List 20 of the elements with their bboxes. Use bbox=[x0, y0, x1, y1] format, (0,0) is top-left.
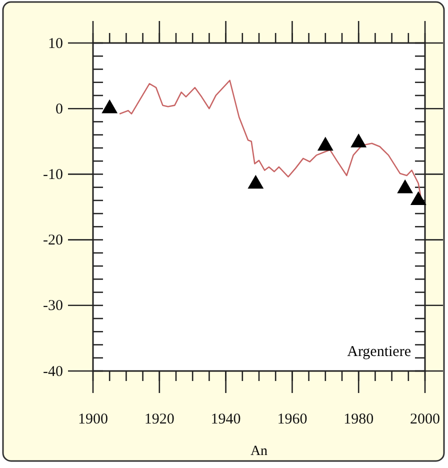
x-axis-title: An bbox=[250, 444, 268, 459]
y-tick-label: 0 bbox=[56, 101, 63, 118]
point bbox=[248, 174, 264, 189]
x-tick-label: 1940 bbox=[210, 412, 241, 428]
y-tick-label: -20 bbox=[43, 232, 63, 249]
x-tick-label: 2000 bbox=[410, 412, 440, 428]
x-tick-label: 1960 bbox=[277, 412, 308, 428]
point bbox=[410, 191, 426, 206]
x-tick-label: 1900 bbox=[78, 412, 108, 428]
y-tick-label: -40 bbox=[43, 364, 63, 380]
annotation: Argentiere bbox=[347, 344, 412, 360]
point bbox=[350, 134, 367, 148]
y-tick-label: -10 bbox=[43, 167, 63, 183]
y-tick-label: -30 bbox=[43, 298, 63, 314]
point bbox=[102, 99, 118, 114]
point bbox=[317, 136, 334, 151]
x-tick-label: 1920 bbox=[144, 412, 174, 428]
x-tick-label: 1980 bbox=[344, 412, 374, 428]
point bbox=[397, 179, 414, 194]
y-tick-label: 10 bbox=[48, 36, 63, 52]
